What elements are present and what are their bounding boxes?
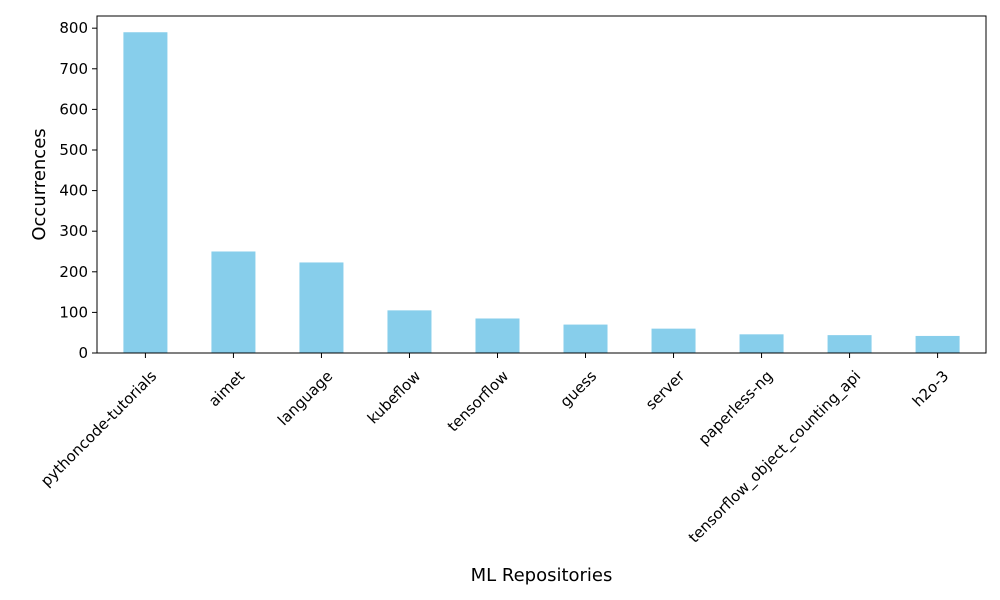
x-tick-label: tensorflow_object_counting_api [685,367,865,547]
y-tick-label: 300 [59,222,88,240]
x-tick-label: server [642,366,689,413]
x-tick-label: language [274,367,336,429]
y-tick-label: 800 [59,19,88,37]
bar-language [299,262,344,353]
y-axis-ticks: 0 100 200 300 400 500 600 700 800 [59,19,97,362]
y-tick-label: 500 [59,141,88,159]
x-tick-label: tensorflow [444,367,512,435]
x-axis-title: ML Repositories [471,565,613,586]
bar-tensorflow_object_counting_api [827,335,872,353]
bar-aimet [211,251,256,353]
bar-kubeflow [387,310,432,353]
x-tick-label: paperless-ng [695,367,776,448]
bars-group [123,32,960,353]
y-tick-label: 400 [59,182,88,200]
y-tick-label: 0 [78,344,88,362]
bar-tensorflow [475,318,520,353]
bar-pythoncode-tutorials [123,32,168,353]
x-axis-ticks: pythoncode-tutorials aimet language kubeflo… [37,353,952,547]
y-tick-label: 700 [59,60,88,78]
x-tick-label: aimet [205,367,248,410]
x-tick-label: pythoncode-tutorials [37,367,160,490]
y-tick-label: 200 [59,263,88,281]
bar-h2o-3 [915,335,960,353]
bar-paperless-ng [739,334,784,353]
bar-guess [563,324,608,353]
bar-server [651,328,696,353]
y-tick-label: 100 [59,303,88,321]
x-tick-label: guess [556,367,600,411]
y-tick-label: 600 [59,100,88,118]
x-tick-label: h2o-3 [909,367,952,410]
plot-frame [96,15,987,354]
y-axis-title: Occurrences [29,128,50,240]
x-tick-label: kubeflow [364,367,424,427]
